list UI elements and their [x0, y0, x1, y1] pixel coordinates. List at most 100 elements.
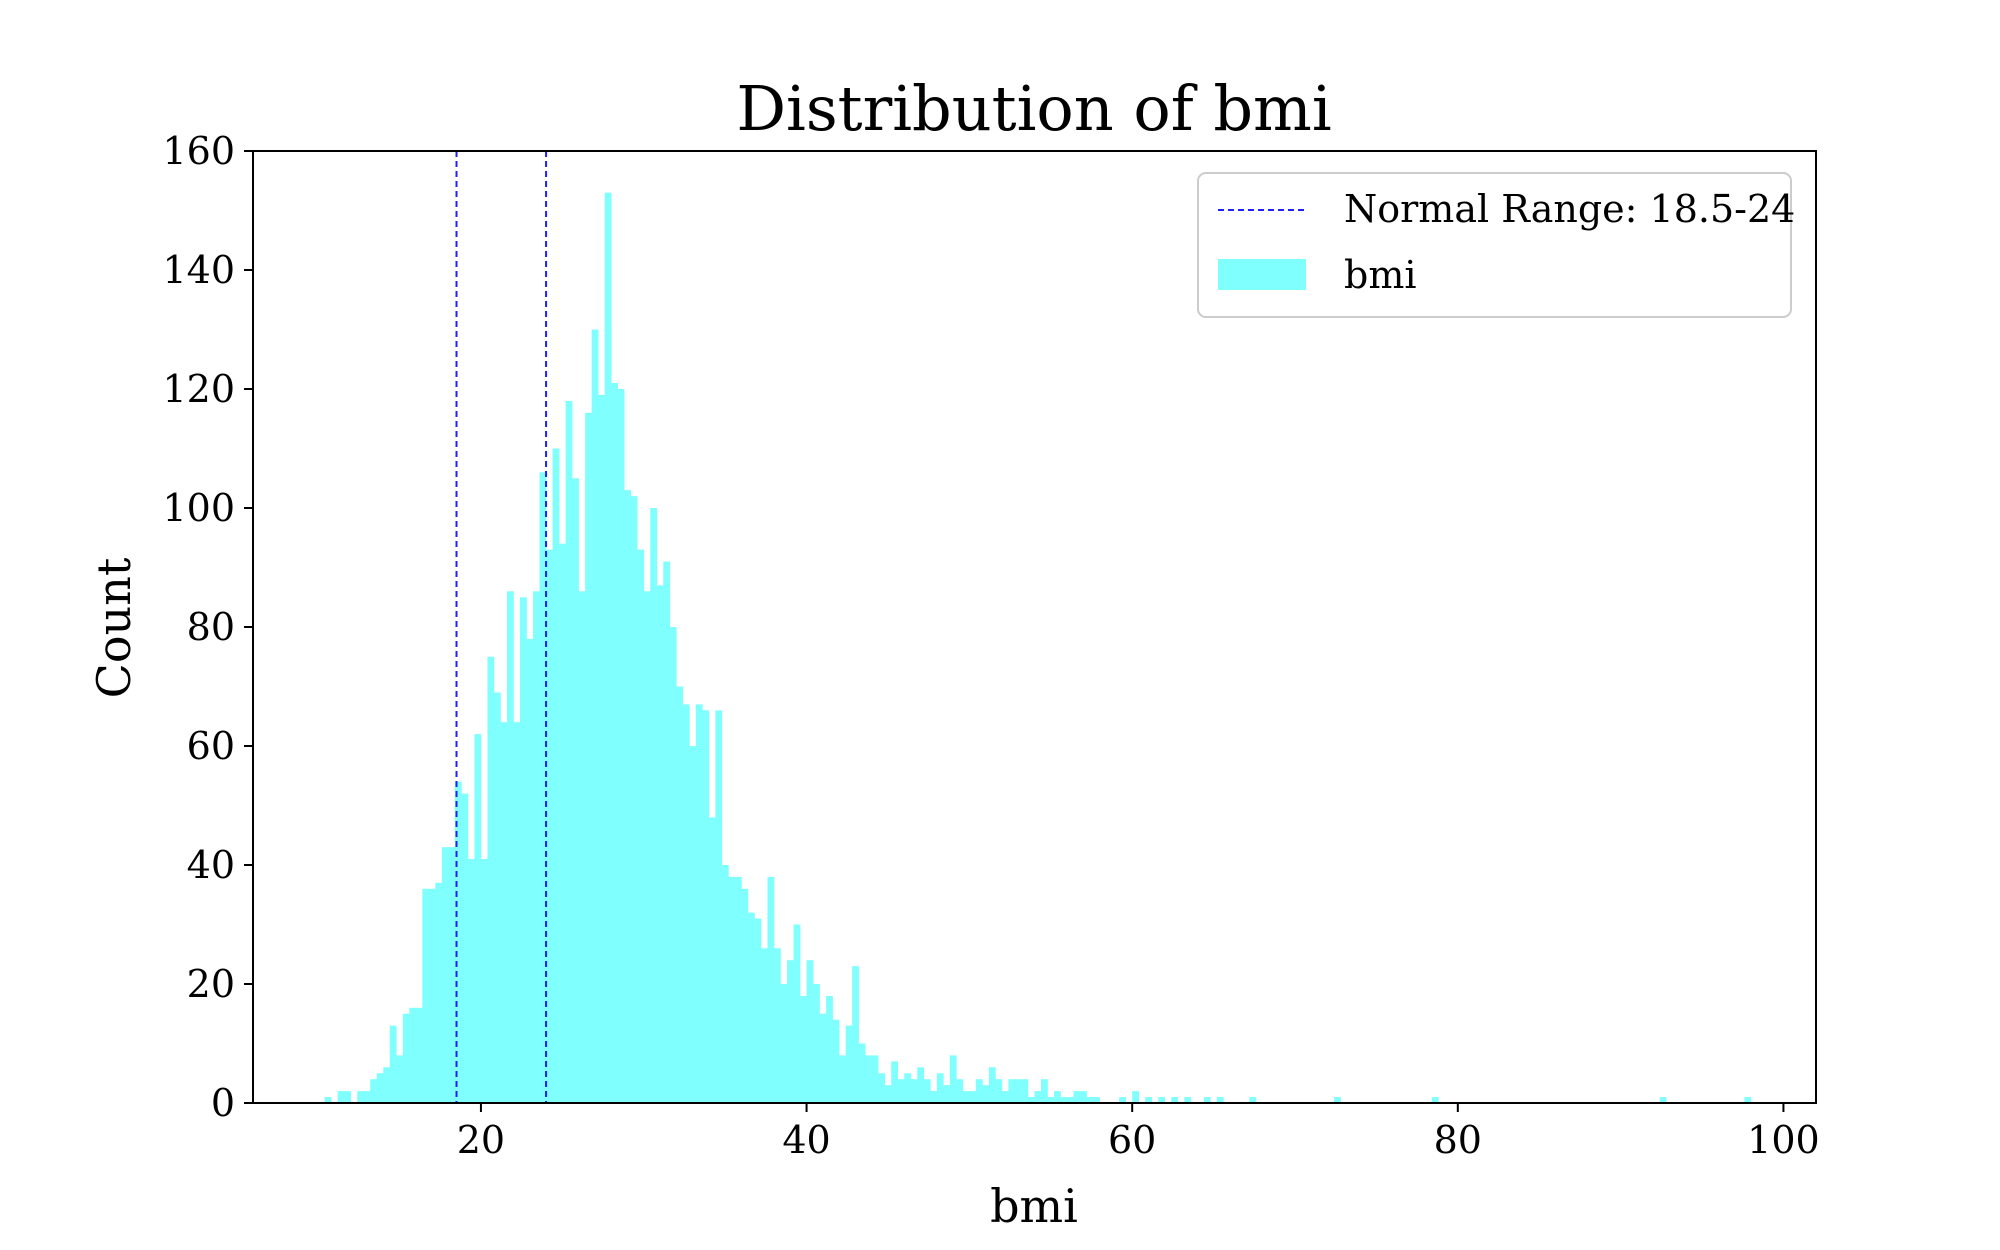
histogram-bar [754, 918, 762, 1103]
histogram-bar [943, 1085, 951, 1103]
histogram-bar [637, 549, 645, 1103]
histogram-bar [1659, 1097, 1667, 1103]
histogram-bar [695, 704, 703, 1103]
histogram-bar [826, 995, 833, 1103]
legend-label-normal-range: Normal Range: 18.5-24 [1344, 187, 1795, 231]
histogram-bar [988, 1067, 996, 1103]
y-tick-label: 120 [162, 367, 235, 411]
histogram-bar [1171, 1097, 1179, 1103]
histogram-bar [682, 704, 690, 1103]
histogram-bar [956, 1079, 964, 1103]
histogram-bar [800, 995, 807, 1103]
histogram-bar [845, 1025, 853, 1103]
histogram-bar [1431, 1097, 1439, 1103]
histogram-bar [975, 1079, 983, 1103]
histogram-bar [1014, 1079, 1022, 1103]
histogram-bar [572, 478, 579, 1103]
histogram-bar [1047, 1097, 1055, 1103]
histogram-bar [461, 793, 469, 1103]
y-tick-label: 100 [162, 486, 235, 530]
histogram-bar [1216, 1097, 1224, 1103]
legend: Normal Range: 18.5-24 bmi [1197, 172, 1795, 318]
histogram-bar [520, 597, 527, 1103]
histogram-bar [962, 1091, 970, 1103]
histogram-bar [904, 1073, 912, 1103]
histogram-bar [1001, 1091, 1009, 1103]
histogram-bar [1184, 1097, 1192, 1103]
y-tick-label: 60 [187, 724, 235, 768]
bars-layer [324, 192, 1752, 1104]
histogram-bar [1054, 1091, 1061, 1103]
histogram-bar [533, 591, 540, 1103]
histogram-bar [1008, 1079, 1016, 1103]
histogram-bar [949, 1055, 957, 1103]
histogram-bar [715, 710, 723, 1103]
histogram-bar [721, 865, 729, 1103]
histogram-bar [389, 1025, 397, 1103]
histogram-bar [513, 722, 521, 1103]
histogram-bar [624, 490, 632, 1103]
histogram-bar [585, 412, 592, 1103]
x-tick-label: 60 [1108, 1118, 1156, 1162]
y-tick-label: 20 [187, 962, 235, 1006]
histogram-bar [370, 1079, 378, 1103]
histogram-bar [1203, 1097, 1211, 1103]
histogram-bar [787, 960, 794, 1103]
histogram-bar [702, 710, 710, 1103]
histogram-bar [591, 329, 599, 1103]
histogram-bar [930, 1091, 938, 1103]
histogram-bar [539, 472, 547, 1103]
histogram-bar [780, 984, 788, 1103]
histogram-bar [897, 1079, 905, 1103]
histogram-bar [650, 508, 658, 1103]
histogram-bar [448, 847, 456, 1103]
histogram-bar [728, 876, 736, 1103]
histogram-bar [813, 984, 820, 1103]
histogram-bar [546, 549, 553, 1103]
y-tick-label: 160 [162, 129, 235, 173]
y-axis-ticks: 0 20 40 60 80 100 120 140 160 [162, 129, 253, 1125]
histogram-bar [617, 389, 625, 1103]
histogram-bar [741, 888, 749, 1103]
histogram-bar [1034, 1091, 1042, 1103]
histogram-bar [910, 1079, 918, 1103]
histogram-bar [467, 859, 475, 1103]
histogram-bar [669, 627, 677, 1103]
histogram-bar [878, 1073, 886, 1103]
histogram-bar [689, 746, 697, 1103]
histogram-bar [402, 1013, 410, 1103]
histogram-bar [526, 638, 534, 1103]
histogram-bar [454, 781, 462, 1103]
histogram-bar [1067, 1097, 1074, 1103]
histogram-bar [676, 686, 684, 1103]
histogram-bar [1119, 1097, 1126, 1103]
histogram-bar [1334, 1097, 1341, 1103]
histogram-bar [865, 1055, 872, 1103]
histogram-bar [656, 585, 664, 1103]
histogram-bar [383, 1067, 391, 1103]
histogram-bar [839, 1055, 846, 1103]
histogram-bar [858, 1043, 866, 1103]
histogram-bar [852, 966, 859, 1103]
histogram-bar [474, 734, 482, 1103]
legend-box [1197, 172, 1792, 318]
histogram-bar [917, 1067, 925, 1103]
histogram-bar [747, 912, 755, 1103]
histogram-bar [793, 924, 801, 1103]
histogram-bar [806, 960, 814, 1103]
histogram-bar [552, 448, 560, 1103]
x-axis-ticks: 20 40 60 80 100 [457, 1103, 1820, 1162]
histogram-bar [1021, 1079, 1029, 1103]
histogram-bar [578, 591, 586, 1103]
x-tick-label: 20 [457, 1118, 505, 1162]
y-tick-label: 40 [187, 843, 235, 887]
histogram-bar [643, 591, 651, 1103]
histogram-bar [598, 394, 605, 1103]
histogram-bar [774, 948, 781, 1103]
histogram-bar [1086, 1097, 1094, 1103]
histogram-bar [409, 1007, 417, 1103]
histogram-bar [493, 692, 501, 1103]
histogram-bar [344, 1091, 351, 1103]
histogram-bar [324, 1097, 332, 1103]
